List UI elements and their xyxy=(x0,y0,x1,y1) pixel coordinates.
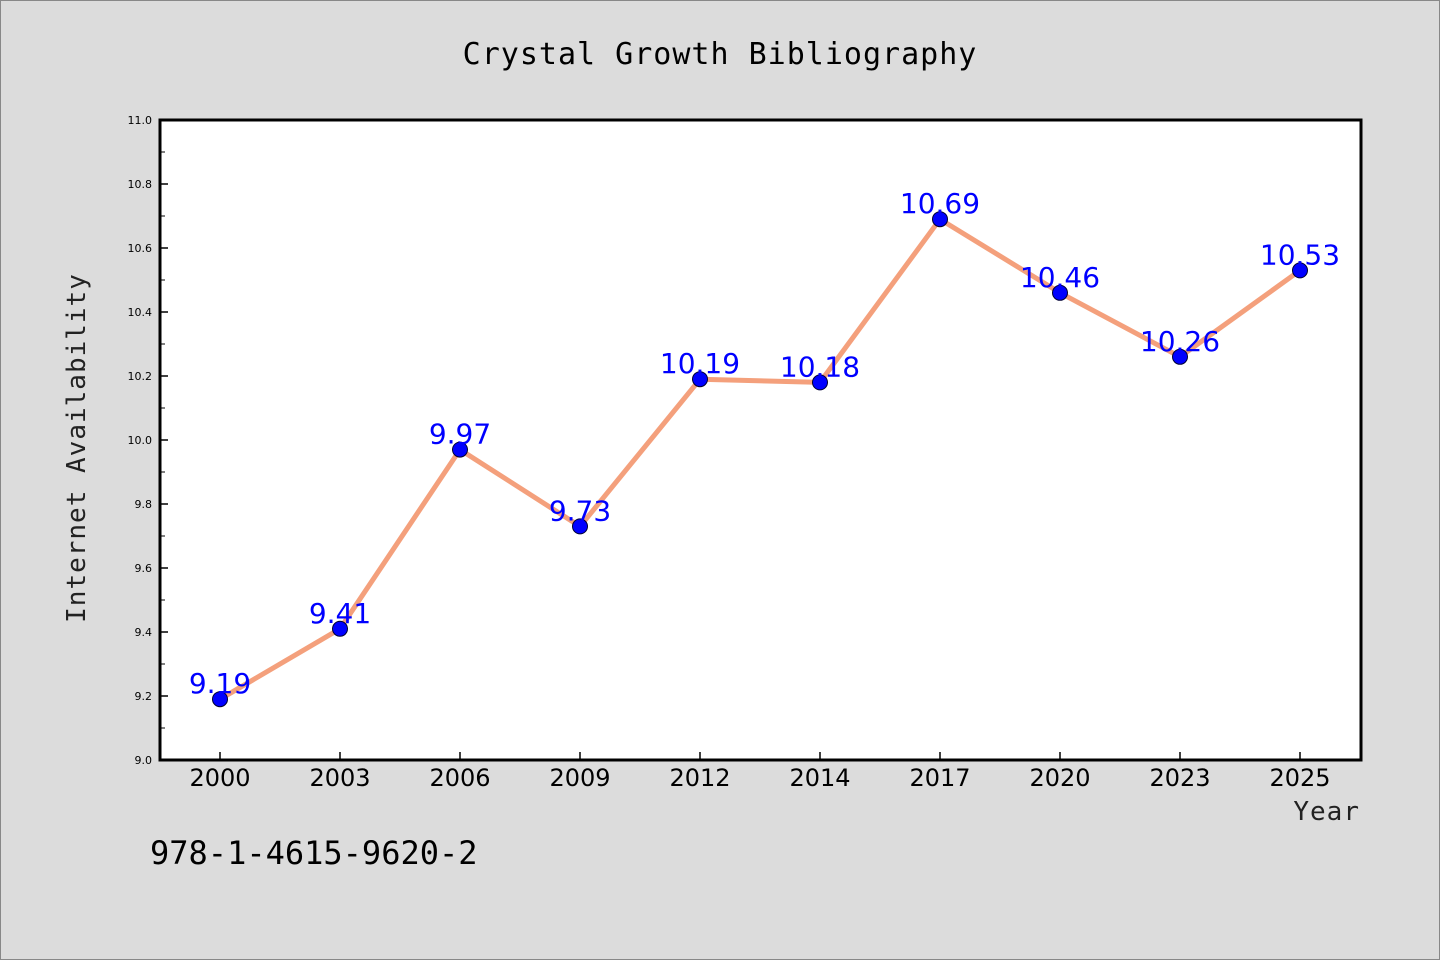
y-axis: 9.0 9.2 9.4 9.6 9.8 10.0 10.2 10.4 10.6 10.8 11.0 xyxy=(128,114,168,767)
x-tick-label: 2020 xyxy=(1029,764,1090,792)
y-tick-label: 10.2 xyxy=(128,370,153,383)
data-label: 10.69 xyxy=(900,187,980,220)
data-point xyxy=(1292,262,1308,279)
data-label: 10.19 xyxy=(660,347,740,380)
series-markers xyxy=(212,211,1308,708)
x-tick-label: 2006 xyxy=(429,764,490,792)
footnote-isbn: 978-1-4615-9620-2 xyxy=(150,834,478,872)
data-point xyxy=(332,620,348,637)
y-axis-label: Internet Availability xyxy=(62,273,92,623)
data-labels: 9.19 9.41 9.97 9.73 10.19 10.18 10.69 10.46 10.2… xyxy=(189,187,1340,700)
x-tick-label: 2017 xyxy=(909,764,970,792)
data-label: 10.53 xyxy=(1260,238,1340,271)
data-point xyxy=(692,371,708,388)
data-label: 9.41 xyxy=(309,597,371,630)
x-tick-label: 2000 xyxy=(189,764,250,792)
y-tick-label: 9.2 xyxy=(135,690,153,703)
x-tick-label: 2023 xyxy=(1149,764,1210,792)
y-tick-label: 9.6 xyxy=(135,562,153,575)
x-tick-label: 2025 xyxy=(1269,764,1330,792)
x-tick-label: 2003 xyxy=(309,764,370,792)
chart-title: Crystal Growth Bibliography xyxy=(463,37,978,72)
data-label: 10.18 xyxy=(780,350,860,383)
y-tick-label: 9.4 xyxy=(135,626,153,639)
data-point xyxy=(572,518,588,535)
x-tick-label: 2014 xyxy=(789,764,850,792)
y-tick-label: 10.0 xyxy=(128,434,153,447)
y-tick-label: 10.6 xyxy=(128,242,153,255)
x-tick-label: 2012 xyxy=(669,764,730,792)
y-tick-label: 10.8 xyxy=(128,178,153,191)
data-point xyxy=(812,374,828,391)
data-point xyxy=(212,691,228,708)
data-label: 9.73 xyxy=(549,494,611,527)
y-tick-label: 10.4 xyxy=(128,306,153,319)
data-label: 10.46 xyxy=(1020,261,1100,294)
data-point xyxy=(1172,348,1188,365)
y-tick-label: 9.8 xyxy=(135,498,153,511)
data-label: 10.26 xyxy=(1140,325,1220,358)
x-axis-label: Year xyxy=(1293,797,1360,827)
y-tick-label: 9.0 xyxy=(135,754,153,767)
x-tick-label: 2009 xyxy=(549,764,610,792)
data-point xyxy=(1052,284,1068,301)
data-point xyxy=(932,211,948,228)
data-label: 9.97 xyxy=(429,418,491,451)
x-axis: 2000 2003 2006 2009 2012 2014 2017 2020 2023 2025 xyxy=(189,752,1331,792)
data-point xyxy=(452,441,468,458)
y-tick-label: 11.0 xyxy=(128,114,153,127)
plot-area xyxy=(158,118,1363,762)
data-label: 9.19 xyxy=(189,667,251,700)
series-line xyxy=(217,216,1303,702)
